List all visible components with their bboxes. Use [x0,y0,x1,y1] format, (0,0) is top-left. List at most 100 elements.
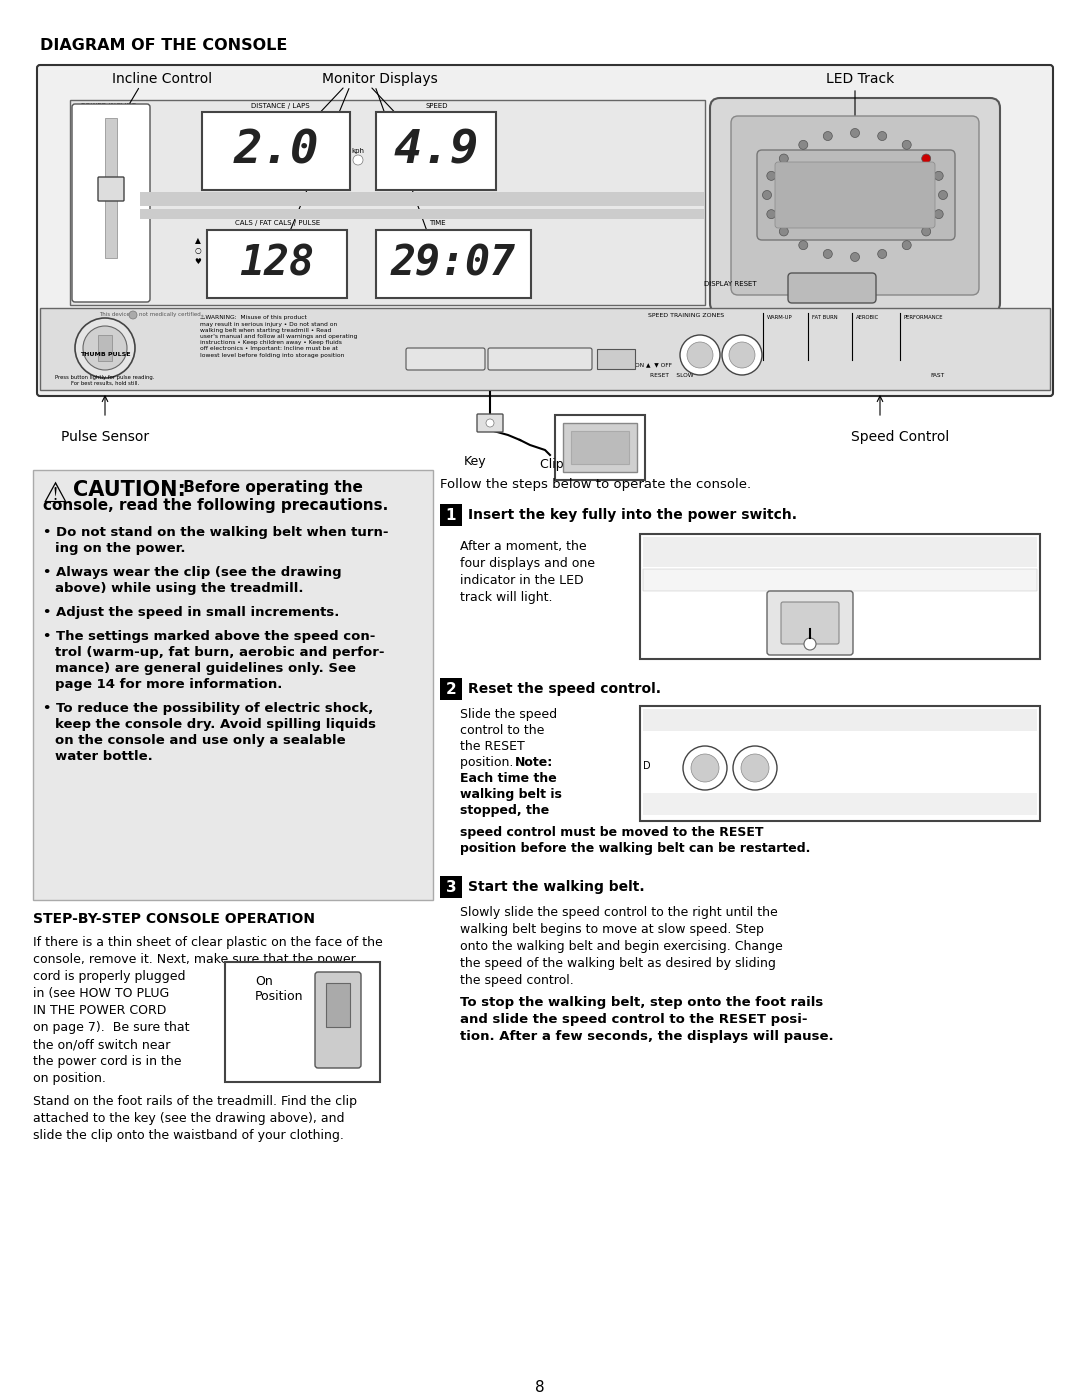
Bar [225,963,380,1083]
Bar [571,432,629,464]
Circle shape [75,319,135,379]
Text: Incline Control: Incline Control [112,73,212,87]
Text: WARM-UP: WARM-UP [767,314,793,320]
FancyBboxPatch shape [767,591,853,655]
Text: Reset the speed control.: Reset the speed control. [468,682,661,696]
Bar [207,231,347,298]
Text: 29:07: 29:07 [391,243,515,285]
Circle shape [767,172,775,180]
Bar [643,710,1037,731]
Text: walking belt is: walking belt is [460,788,562,800]
Text: CALS / FAT CALS / PULSE: CALS / FAT CALS / PULSE [235,219,321,226]
Text: cord is properly plugged: cord is properly plugged [33,970,186,983]
Circle shape [687,342,713,367]
Circle shape [902,140,912,149]
Bar [440,678,462,700]
Text: THUMB PULSE: THUMB PULSE [80,352,131,358]
Circle shape [353,155,363,165]
Text: This device: This device [99,312,130,317]
Text: ing on the power.: ing on the power. [55,542,186,555]
Text: console, read the following precautions.: console, read the following precautions. [43,497,388,513]
Circle shape [741,754,769,782]
Circle shape [878,131,887,141]
Text: • Always wear the clip (see the drawing: • Always wear the clip (see the drawing [43,566,341,578]
Circle shape [902,240,912,250]
Circle shape [733,746,777,789]
Text: SPEED TRAINING ZONES: SPEED TRAINING ZONES [648,715,741,725]
Circle shape [934,172,943,180]
FancyBboxPatch shape [710,98,1000,313]
Circle shape [683,746,727,789]
Text: SPEED: SPEED [426,103,448,109]
Text: P: P [335,995,341,1004]
Text: Note:: Note: [515,756,553,768]
Text: ② RESET - SET SPEED: ② RESET - SET SPEED [507,356,573,362]
Text: Start the walking belt.: Start the walking belt. [468,880,645,894]
Text: attached to the key (see the drawing above), and: attached to the key (see the drawing abo… [33,1112,345,1125]
Circle shape [83,326,127,370]
Text: not medically certified.: not medically certified. [139,312,203,317]
Bar [40,307,1050,390]
Bar [376,231,531,298]
FancyBboxPatch shape [731,116,978,295]
Circle shape [129,312,137,319]
Text: Pulse Sensor: Pulse Sensor [60,430,149,444]
Circle shape [767,210,775,219]
Text: Slowly slide the speed control to the right until the
walking belt begins to mov: Slowly slide the speed control to the ri… [460,907,783,988]
Text: QUARTER MILE TRACK: QUARTER MILE TRACK [813,193,897,201]
Text: POWER INCLINE: POWER INCLINE [81,103,137,109]
Text: • To reduce the possibility of electric shock,: • To reduce the possibility of electric … [43,703,374,715]
Bar [202,112,350,190]
Text: FAST: FAST [930,373,944,379]
Text: on the console and use only a sealable: on the console and use only a sealable [55,733,346,747]
Text: 128: 128 [240,243,314,285]
Text: D: D [643,761,650,771]
Text: PERFORMANCE: PERFORMANCE [904,314,944,320]
Text: trol (warm-up, fat burn, aerobic and perfor-: trol (warm-up, fat burn, aerobic and per… [55,645,384,659]
Text: page 14 for more information.: page 14 for more information. [55,678,282,692]
Bar [98,335,112,360]
Circle shape [939,190,947,200]
Circle shape [934,210,943,219]
Bar [555,415,645,481]
Text: 1: 1 [446,507,456,522]
Text: ① INSERT KEY: ① INSERT KEY [654,542,723,552]
Text: control to the: control to the [460,724,544,738]
Text: STOP: STOP [607,356,625,362]
Text: On
Position: On Position [255,975,303,1003]
FancyBboxPatch shape [788,272,876,303]
Text: Speed Control: Speed Control [851,430,949,444]
Bar [640,534,1040,659]
Text: WARM-UP: WARM-UP [824,711,858,717]
Text: above) while using the treadmill.: above) while using the treadmill. [55,583,303,595]
Circle shape [486,419,494,427]
Text: After a moment, the
four displays and one
indicator in the LED
track will light.: After a moment, the four displays and on… [460,541,595,604]
Bar [563,423,637,472]
Circle shape [804,638,816,650]
Text: RESET    SLOW: RESET SLOW [662,799,718,809]
Circle shape [680,335,720,374]
Text: Slide the speed: Slide the speed [460,708,557,721]
Text: 4.9: 4.9 [393,129,478,173]
Bar [643,793,1037,814]
Text: FAT BURN: FAT BURN [812,314,838,320]
Text: 2.0: 2.0 [233,129,319,173]
Bar [643,536,1037,567]
Circle shape [729,342,755,367]
Text: ① INSERT KEY: ① INSERT KEY [423,356,467,362]
Bar [640,705,1040,821]
Text: the on/off switch near: the on/off switch near [33,1038,171,1051]
Text: ▲
○
♥: ▲ ○ ♥ [194,236,201,265]
Text: Before operating the: Before operating the [178,481,363,495]
Bar [440,876,462,898]
Text: ② RESET - SET SPEED: ② RESET - SET SPEED [800,542,906,552]
Text: Clip ─: Clip ─ [540,458,576,471]
Text: Monitor Displays: Monitor Displays [322,73,437,87]
Text: Press button lightly for pulse reading.
For best results, hold still.: Press button lightly for pulse reading. … [55,374,154,386]
Circle shape [762,190,771,200]
Text: DISPLAY RESET: DISPLAY RESET [704,281,757,286]
FancyBboxPatch shape [775,162,935,228]
Text: position.: position. [460,756,517,768]
Circle shape [780,226,788,236]
Text: Each time the: Each time the [460,773,557,785]
